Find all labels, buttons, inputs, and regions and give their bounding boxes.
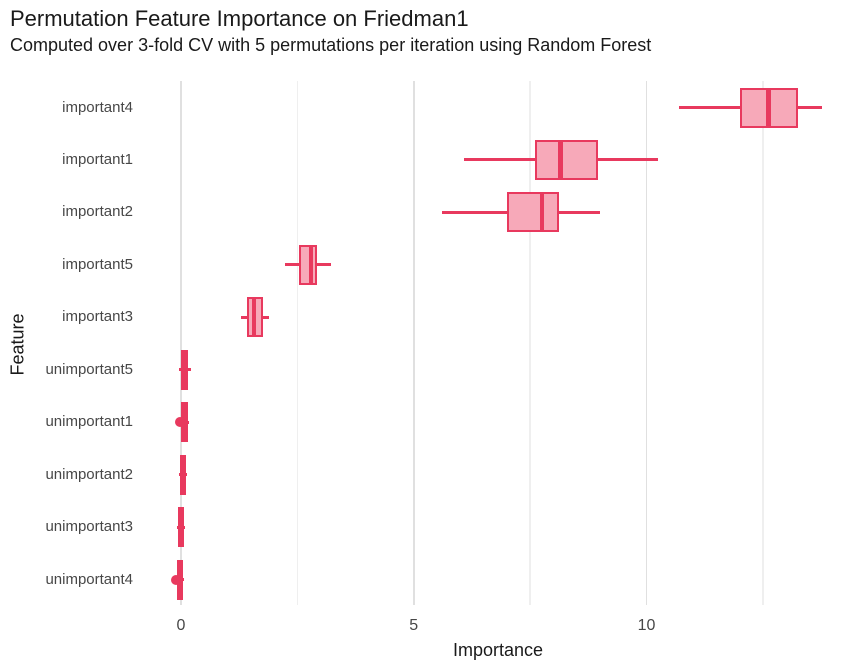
y-tick-label: unimportant4 (45, 570, 133, 588)
median-line (766, 87, 771, 128)
gridline-minor (529, 81, 531, 605)
y-axis-title: Feature (7, 313, 28, 376)
whisker-high (597, 158, 659, 162)
x-tick-label: 10 (637, 617, 656, 634)
whisker-low (179, 368, 182, 372)
y-tick-label: important3 (62, 308, 133, 326)
whisker-high (263, 315, 269, 319)
whisker-low (178, 473, 180, 477)
whisker-high (187, 420, 189, 424)
gridline-major (645, 81, 648, 605)
whisker-high (559, 210, 600, 214)
outlier-dot (174, 417, 185, 428)
whisker-low (679, 106, 740, 109)
median-line (558, 139, 563, 180)
whisker-low (176, 525, 179, 529)
chart-title: Permutation Feature Importance on Friedm… (10, 6, 469, 31)
gridline-minor (296, 81, 299, 605)
y-tick-label: unimportant1 (45, 413, 133, 431)
whisker-high (187, 368, 192, 372)
y-tick-label: important1 (62, 150, 133, 168)
whisker-high (316, 263, 331, 267)
whisker-high (182, 578, 184, 582)
median-line (180, 454, 185, 495)
box (534, 139, 598, 180)
box (506, 192, 560, 233)
x-axis-title: Importance (452, 640, 544, 660)
outlier-dot (171, 574, 182, 585)
gridline-minor (762, 81, 764, 605)
y-tick-label: important2 (62, 203, 133, 221)
y-tick-label: important5 (62, 255, 133, 273)
gridline-major (413, 81, 415, 605)
whisker-low (464, 158, 535, 162)
whisker-low (241, 315, 247, 319)
median-line (251, 297, 257, 338)
chart-subtitle: Computed over 3-fold CV with 5 permutati… (10, 35, 652, 55)
x-tick-label: 5 (409, 617, 419, 634)
whisker-high (185, 473, 187, 477)
whisker-low (285, 263, 300, 267)
y-tick-label: unimportant2 (45, 465, 133, 483)
y-tick-label: unimportant3 (45, 518, 133, 536)
plot-panel (140, 81, 856, 605)
median-line (308, 244, 314, 285)
gridline-major (180, 81, 182, 605)
whisker-low (441, 210, 507, 214)
median-line (539, 192, 544, 233)
median-line (178, 507, 184, 548)
median-line (182, 349, 187, 390)
y-tick-label: important4 (62, 98, 133, 116)
whisker-high (797, 106, 822, 109)
y-tick-label: unimportant5 (45, 360, 133, 378)
x-tick-label: 0 (176, 617, 186, 634)
